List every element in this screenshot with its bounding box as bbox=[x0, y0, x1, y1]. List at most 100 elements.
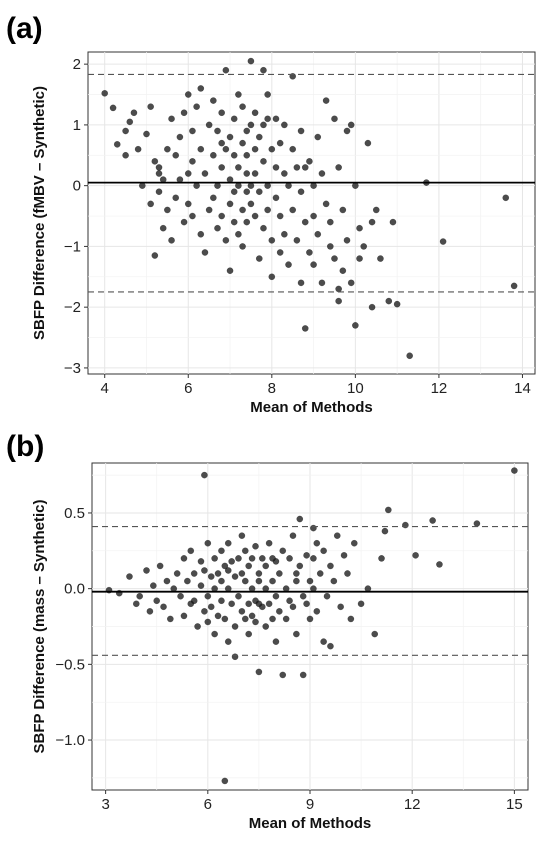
data-point bbox=[339, 206, 347, 214]
data-point bbox=[510, 282, 518, 290]
data-point bbox=[301, 325, 309, 332]
data-point bbox=[197, 582, 205, 589]
data-point bbox=[293, 570, 300, 577]
data-point bbox=[286, 597, 293, 605]
data-point bbox=[168, 237, 175, 244]
data-point bbox=[276, 608, 283, 615]
data-point bbox=[293, 237, 301, 244]
panel-b: (b) 3 6 9 12 15 −1.0 −0.5 0.0 0.5 Mean of Methods… bbox=[6, 430, 529, 832]
data-point bbox=[252, 618, 259, 626]
data-point bbox=[197, 558, 205, 565]
data-point bbox=[314, 230, 322, 238]
data-point bbox=[326, 243, 334, 250]
data-point bbox=[281, 230, 288, 238]
data-point bbox=[218, 577, 225, 585]
data-point bbox=[151, 158, 159, 165]
data-point bbox=[331, 255, 338, 262]
data-point bbox=[218, 139, 225, 147]
data-point bbox=[214, 570, 222, 577]
data-point bbox=[268, 237, 276, 244]
data-point bbox=[402, 521, 409, 529]
data-point bbox=[385, 297, 393, 305]
data-point bbox=[163, 577, 171, 585]
data-point bbox=[207, 573, 215, 580]
data-point bbox=[205, 121, 213, 129]
data-point bbox=[316, 570, 324, 577]
data-point bbox=[201, 170, 209, 177]
data-point bbox=[243, 188, 251, 196]
data-point bbox=[299, 592, 307, 600]
y-tick-label: −3 bbox=[64, 360, 81, 377]
data-point bbox=[306, 577, 314, 585]
data-point bbox=[153, 597, 161, 605]
data-point bbox=[269, 555, 276, 562]
data-point bbox=[201, 249, 209, 256]
data-point bbox=[385, 506, 392, 514]
data-point bbox=[243, 151, 251, 159]
data-point bbox=[252, 542, 259, 550]
data-point bbox=[201, 567, 208, 574]
data-point bbox=[255, 600, 263, 608]
data-point bbox=[265, 539, 273, 547]
data-point bbox=[322, 200, 330, 208]
data-point bbox=[439, 238, 447, 245]
data-point bbox=[231, 653, 239, 661]
data-point bbox=[265, 600, 273, 608]
data-point bbox=[347, 279, 355, 287]
y-tick-label: 0.0 bbox=[64, 581, 85, 598]
data-point bbox=[313, 539, 321, 547]
data-point bbox=[146, 608, 154, 615]
x-axis-title: Mean of Methods bbox=[249, 815, 372, 832]
data-point bbox=[289, 145, 297, 153]
data-point bbox=[255, 255, 263, 262]
data-point bbox=[247, 200, 255, 208]
data-point bbox=[297, 127, 305, 135]
y-tick-label: −1 bbox=[64, 238, 81, 255]
data-point bbox=[226, 267, 234, 275]
x-tick-label: 12 bbox=[404, 796, 421, 813]
data-point bbox=[230, 115, 238, 123]
data-point bbox=[159, 224, 167, 232]
data-point bbox=[268, 145, 276, 153]
data-point bbox=[230, 151, 238, 159]
data-point bbox=[189, 158, 196, 165]
data-point bbox=[204, 592, 212, 600]
y-tick-label: −1.0 bbox=[55, 732, 85, 749]
data-point bbox=[211, 555, 218, 562]
data-point bbox=[194, 623, 201, 630]
y-tick-label: −0.5 bbox=[55, 656, 85, 673]
data-point bbox=[347, 615, 355, 623]
data-point bbox=[289, 206, 297, 214]
data-point bbox=[343, 127, 351, 135]
data-point bbox=[218, 212, 225, 220]
data-point bbox=[214, 224, 221, 232]
data-point bbox=[189, 127, 196, 135]
data-point bbox=[297, 279, 305, 287]
data-point bbox=[296, 562, 304, 570]
data-point bbox=[180, 218, 188, 226]
x-tick-label: 10 bbox=[347, 380, 364, 397]
y-tick-label: 0 bbox=[73, 178, 81, 195]
data-point bbox=[164, 206, 171, 214]
data-point bbox=[268, 273, 276, 281]
plot-area bbox=[87, 51, 536, 375]
data-point bbox=[381, 527, 389, 535]
data-point bbox=[502, 194, 510, 202]
x-tick-label: 9 bbox=[306, 796, 314, 813]
data-point bbox=[251, 109, 259, 117]
data-point bbox=[333, 532, 341, 539]
data-point bbox=[299, 671, 307, 679]
data-point bbox=[327, 562, 334, 570]
data-point bbox=[293, 577, 300, 585]
x-tick-label: 15 bbox=[506, 796, 523, 813]
data-point bbox=[511, 467, 518, 474]
data-point bbox=[260, 121, 267, 129]
data-point bbox=[276, 570, 283, 577]
data-point bbox=[168, 115, 175, 123]
data-point bbox=[310, 261, 317, 268]
data-point bbox=[352, 322, 359, 329]
data-point bbox=[210, 97, 217, 104]
data-point bbox=[197, 145, 205, 153]
